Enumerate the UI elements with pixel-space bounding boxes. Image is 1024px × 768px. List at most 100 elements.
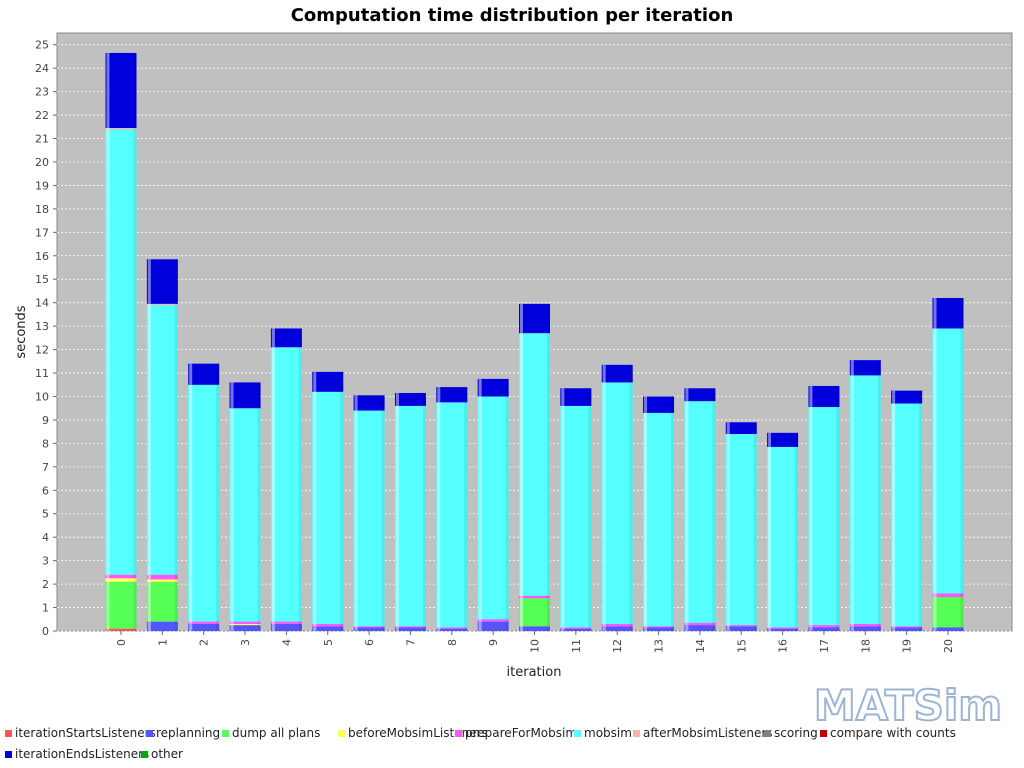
y-tick-label: 1 — [42, 602, 49, 615]
bar-segment-shade — [836, 627, 840, 631]
x-tick-label: 17 — [818, 639, 831, 653]
bar-segment-highlight — [520, 598, 523, 627]
bar-segment-fill — [105, 628, 137, 631]
y-tick-label: 24 — [35, 62, 49, 75]
bar-segment-shade — [671, 396, 675, 413]
bar-segment-fill — [477, 378, 509, 397]
bar-segment-shade — [588, 388, 592, 406]
bar-segment — [229, 625, 261, 631]
bar-segment-fill — [601, 364, 633, 383]
bar-segment — [477, 396, 509, 620]
bar-segment-fill — [146, 303, 178, 306]
bar-segment-highlight — [644, 396, 648, 413]
bar-segment-shade — [960, 627, 964, 631]
bar-segment-shade — [629, 382, 633, 624]
bar-segment-fill — [932, 596, 964, 628]
bar-stack-15 — [725, 422, 757, 631]
bar-stack-5 — [312, 371, 344, 631]
legend-label: replanning — [156, 726, 220, 740]
bar-segment — [353, 626, 385, 628]
bar-segment — [105, 52, 137, 128]
bar-segment-highlight — [644, 412, 648, 627]
bar-segment-shade — [753, 626, 757, 631]
legend-swatch — [146, 730, 153, 737]
bar-segment-shade — [712, 625, 716, 631]
bar-segment — [105, 578, 137, 582]
bar-segment-shade — [588, 627, 592, 629]
y-tick-label: 7 — [42, 461, 49, 474]
bar-segment-fill — [808, 625, 840, 628]
bar-segment-fill — [932, 627, 964, 631]
bar-segment — [601, 623, 633, 627]
bar-segment-highlight — [147, 303, 151, 306]
bar-segment-highlight — [933, 297, 937, 329]
bar-segment-fill — [312, 391, 344, 624]
legend-item: replanning — [146, 726, 220, 740]
bar-segment — [601, 626, 633, 631]
y-tick-label: 22 — [35, 109, 49, 122]
y-tick-label: 18 — [35, 203, 49, 216]
bar-segment-fill — [477, 621, 509, 631]
bar-segment-fill — [519, 626, 550, 631]
bar-segment — [312, 371, 344, 392]
bar-stack-14 — [684, 388, 716, 631]
bar-segment-highlight — [685, 388, 689, 402]
bar-segment-fill — [229, 408, 261, 622]
bar-segment — [105, 129, 137, 575]
bar-segment-highlight — [437, 402, 441, 628]
bar-segment-shade — [547, 333, 550, 596]
bar-segment-fill — [353, 627, 385, 631]
bar-segment — [519, 303, 550, 334]
bar-segment — [394, 626, 426, 628]
bar-segment-fill — [725, 625, 757, 627]
bar-segment-highlight — [147, 259, 151, 304]
y-tick-label: 19 — [35, 179, 49, 192]
bar-segment-shade — [960, 328, 964, 594]
bar-segment — [767, 446, 799, 628]
bar-segment-shade — [133, 578, 137, 582]
bar-segment-highlight — [189, 621, 193, 624]
bar-stack-18 — [849, 360, 881, 631]
bar-segment-fill — [560, 628, 592, 631]
bar-segment — [146, 574, 178, 580]
bar-segment-fill — [519, 333, 550, 596]
bar-segment — [643, 626, 675, 628]
bar-segment-highlight — [313, 391, 317, 624]
bar-segment — [684, 625, 716, 631]
x-tick-label: 0 — [115, 639, 128, 646]
bar-segment-highlight — [189, 384, 193, 622]
bar-segment — [436, 402, 468, 628]
bar-segment — [105, 574, 137, 579]
bar-segment — [932, 593, 964, 597]
bar-segment — [105, 127, 137, 130]
bar-segment-highlight — [478, 619, 482, 622]
bar-segment-shade — [216, 621, 220, 624]
bar-segment-fill — [353, 410, 385, 627]
y-tick-label: 16 — [35, 250, 49, 263]
bar-segment-fill — [849, 375, 881, 624]
bar-segment-shade — [298, 621, 302, 624]
bar-segment — [932, 328, 964, 594]
bar-segment — [353, 395, 385, 411]
bar-segment — [767, 628, 799, 631]
bar-segment-fill — [105, 129, 137, 575]
bar-segment-shade — [671, 412, 675, 627]
bar-segment-highlight — [933, 596, 937, 628]
x-tick-label: 12 — [611, 639, 624, 653]
bar-segment-shade — [836, 407, 840, 626]
bar-segment — [601, 382, 633, 624]
bar-segment-shade — [671, 627, 675, 631]
bar-segment-fill — [353, 395, 385, 411]
bar-segment-highlight — [768, 627, 772, 629]
bar-segment-shade — [216, 363, 220, 385]
bar-segment-highlight — [106, 628, 110, 631]
x-tick-label: 8 — [446, 639, 459, 646]
bar-segment-highlight — [395, 392, 399, 406]
bar-segment — [808, 385, 840, 408]
bar-segment-highlight — [520, 333, 523, 596]
legend-label: compare with counts — [830, 726, 956, 740]
x-tick-label: 20 — [942, 639, 955, 653]
bar-segment-fill — [229, 623, 261, 626]
bar-segment-highlight — [437, 387, 441, 403]
bar-segment-shade — [919, 627, 923, 631]
